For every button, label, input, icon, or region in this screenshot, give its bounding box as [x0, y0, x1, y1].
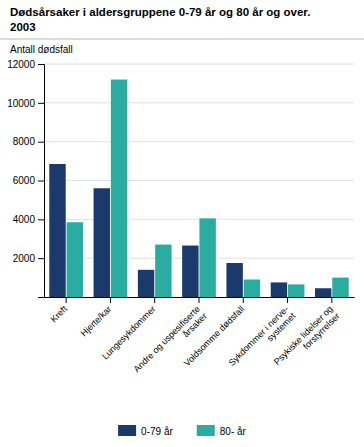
x-tick-label-line: Hjerte/kar [79, 304, 114, 339]
x-tick-mark [110, 297, 111, 303]
bar-series [67, 80, 349, 297]
x-tick-label: Psykiske lidelser ogforstyrrelser [272, 304, 342, 374]
y-axis: 2000 4000 6000 8000 10000 12000 [7, 59, 44, 298]
y-grid-line [44, 102, 354, 103]
legend-swatch [197, 425, 215, 436]
legend-item: 80- år [197, 425, 247, 437]
x-tick-mark [154, 297, 155, 303]
y-tick: 10000 [7, 98, 44, 109]
x-tick-mark [287, 297, 288, 303]
y-tick-mark [38, 181, 44, 182]
y-tick-label: 6000 [13, 175, 36, 186]
separator [0, 39, 364, 40]
x-tick-label-line: Psykiske lidelser og [272, 304, 335, 367]
bar [271, 282, 287, 297]
legend-label: 80- år [220, 426, 247, 437]
y-axis-line [38, 65, 45, 298]
x-tick-label-line: forstyrrelser [301, 311, 342, 352]
title: Dødsårsaker i aldersgruppene 0-79 år og … [10, 6, 310, 18]
y-tick-label: 12000 [7, 59, 35, 70]
bar [199, 218, 215, 297]
bars [49, 80, 348, 297]
grid [44, 64, 354, 258]
legend-swatch [118, 425, 136, 436]
y-tick-mark [38, 103, 44, 104]
y-grid-line [44, 180, 354, 181]
y-grid-line [44, 219, 354, 220]
y-grid-line [44, 64, 354, 65]
y-grid-line [44, 258, 354, 259]
bar [67, 222, 83, 297]
y-axis-label: Antall dødsfall [10, 44, 73, 55]
bar [94, 188, 110, 297]
y-grid-line [44, 141, 354, 142]
x-tick-label: Kreft [49, 304, 70, 325]
y-tick-label: 8000 [13, 136, 36, 147]
bar-series [49, 164, 331, 297]
y-tick: 2000 [13, 253, 44, 264]
bar [111, 80, 127, 297]
y-tick: 8000 [13, 136, 44, 147]
legend-label: 0-79 år [141, 426, 173, 437]
y-tick-label: 4000 [13, 214, 36, 225]
bar [182, 246, 198, 297]
y-tick-mark [38, 219, 44, 220]
bar [226, 263, 242, 297]
y-tick-mark [38, 258, 44, 259]
y-tick-label: 2000 [13, 253, 36, 264]
x-tick-mark [243, 297, 244, 303]
x-tick: Hjerte/kar [79, 297, 114, 339]
y-tick-mark [38, 64, 44, 65]
x-axis: KreftHjerte/karLungesykdommerAndre og us… [45, 297, 355, 381]
x-tick-mark [199, 297, 200, 303]
bar [315, 288, 331, 297]
x-tick-label-line: Kreft [49, 304, 70, 325]
legend-item: 0-79 år [118, 425, 173, 437]
y-tick-mark [38, 142, 44, 143]
x-tick-label-line: årsaker [181, 311, 209, 339]
y-tick: 4000 [13, 214, 44, 225]
x-tick-mark [331, 297, 332, 303]
bar [288, 284, 304, 297]
x-tick: Kreft [49, 297, 70, 324]
bar [138, 270, 154, 297]
x-tick-label: Hjerte/kar [79, 304, 114, 339]
bar [332, 278, 348, 297]
x-tick-label: Andre og uspesifiserteårsaker [132, 304, 209, 381]
legend: 0-79 år 80- år [118, 425, 246, 437]
bar [49, 164, 65, 297]
x-tick: Psykiske lidelser ogforstyrrelser [272, 297, 342, 374]
plot: 2000 4000 6000 8000 10000 12000 Kreft Hjerte/ka… [7, 59, 354, 382]
chart: Dødsårsaker i aldersgruppene 0-79 år og … [0, 0, 364, 447]
bar [155, 245, 171, 297]
y-tick: 6000 [13, 175, 44, 186]
y-tick-label: 10000 [7, 98, 35, 109]
y-tick: 12000 [7, 59, 44, 70]
bar [244, 280, 260, 297]
x-tick: Sykdommer i nerve-systemet [226, 297, 297, 375]
subtitle: 2003 [10, 21, 36, 33]
x-tick-label: Sykdommer i nerve-systemet [226, 304, 297, 375]
x-tick-mark [66, 297, 67, 303]
x-tick: Andre og uspesifiserteårsaker [132, 297, 209, 381]
